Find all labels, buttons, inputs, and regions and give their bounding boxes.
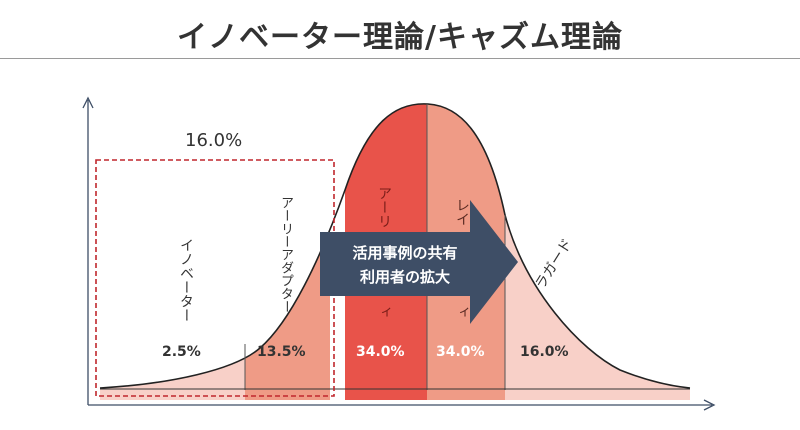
y-axis-arrowhead xyxy=(82,96,94,109)
chasm-gap xyxy=(330,103,345,400)
innovators-label: イノベーター xyxy=(178,238,194,322)
x-axis-arrowhead xyxy=(703,399,716,411)
late-majority-label-bottom: ィ xyxy=(454,305,470,319)
laggards-share: 16.0% xyxy=(520,344,569,360)
arrow-text-line1: 活用事例の共有 xyxy=(352,244,458,262)
arrow-text-line2: 利用者の拡大 xyxy=(359,268,450,286)
late-majority-share: 34.0% xyxy=(436,344,485,360)
arrow-shape xyxy=(320,200,518,324)
bracket-percentage: 16.0% xyxy=(185,130,243,151)
innovators-share: 2.5% xyxy=(162,344,201,360)
early-majority-label-top: アーリ xyxy=(376,186,392,228)
early-majority-share: 34.0% xyxy=(356,344,405,360)
page-title: イノベーター理論/キャズム理論 xyxy=(177,20,623,55)
early-adopters-label: アーリーアダプター xyxy=(278,196,293,313)
title-divider xyxy=(0,58,800,59)
late-majority-label-top: レイ xyxy=(454,198,470,226)
bell-curve-outline xyxy=(99,103,691,389)
early-majority-label-bottom: ィ xyxy=(376,305,392,319)
early-adopters-share: 13.5% xyxy=(257,344,306,360)
